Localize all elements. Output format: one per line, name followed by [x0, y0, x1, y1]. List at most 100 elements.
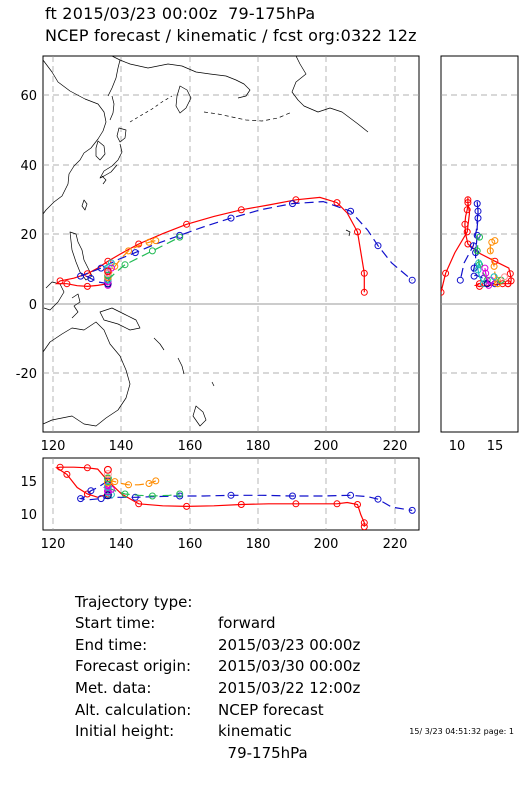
info-row: Alt. calculation: kinematic: [75, 678, 292, 741]
traj-blue-bottom-marker: [77, 495, 85, 503]
bottom-x-tick: 200: [314, 537, 339, 552]
start-marker-bottom: [103, 465, 112, 474]
main-y-tick: 20: [20, 228, 37, 243]
traj-red-side-marker: [463, 228, 471, 236]
info-row: Initial height: 79-175hPa: [75, 700, 308, 762]
traj-magenta-side-marker: [482, 269, 490, 277]
traj-orange-bottom-marker: [152, 477, 160, 485]
main-y-tick: -20: [16, 367, 37, 382]
start-marker: [104, 267, 112, 276]
info-value: 79-175hPa: [218, 743, 308, 762]
info-label: Initial height:: [75, 722, 175, 741]
traj-orange-marker: [125, 247, 132, 255]
plot-title-line1: ft 2015/03/23 00:00z 79-175hPa: [45, 4, 316, 23]
traj-blue-bottom-marker: [408, 506, 416, 514]
main-map: [42, 55, 420, 433]
traj-blue-bottom-marker: [97, 495, 105, 503]
main-x-tick: 220: [383, 439, 408, 454]
traj-red-bottom-marker: [183, 502, 191, 510]
main-y-tick: 0: [29, 298, 37, 313]
info-label: Start time:: [75, 614, 156, 633]
traj-blue-marker: [131, 249, 139, 257]
side-x-tick: 10: [449, 439, 466, 454]
traj-red-marker: [83, 282, 91, 290]
traj-green-line: [107, 236, 180, 281]
main-x-tick: 140: [109, 439, 134, 454]
start-marker-bottom: [103, 487, 112, 496]
traj-orange-side-marker: [491, 237, 499, 245]
traj-red-side-line: [441, 197, 512, 293]
info-value: 2015/03/22 12:00z: [218, 678, 361, 697]
traj-red-marker: [183, 220, 191, 228]
bottom-x-tick: 180: [246, 537, 271, 552]
info-value: 2015/03/23 00:00z: [218, 635, 361, 654]
start-marker-side: [500, 273, 509, 281]
traj-orange-side-line: [489, 240, 498, 281]
traj-blue-line: [80, 200, 413, 285]
traj-red-marker: [333, 199, 341, 207]
info-label: Forecast origin:: [75, 657, 192, 676]
traj-blue-bottom-marker: [227, 491, 235, 499]
traj-red-side-marker: [464, 199, 472, 207]
traj-red-bottom-marker: [135, 500, 143, 508]
traj-red-side-marker: [442, 269, 450, 277]
traj-green-bottom-marker: [176, 490, 184, 498]
start-marker: [104, 271, 112, 280]
traj-red-bottom-marker: [333, 500, 341, 508]
start-marker-bottom: [103, 491, 112, 500]
traj-red-marker: [135, 240, 143, 248]
traj-blue-side-marker: [470, 272, 478, 280]
traj-blue-side-marker: [473, 200, 481, 208]
traj-blue-bottom-marker: [131, 493, 139, 501]
traj-red-bottom-marker: [292, 500, 300, 508]
traj-cyan-marker: [107, 259, 115, 267]
traj-red-bottom-marker: [63, 470, 71, 478]
traj-blue-bottom-marker: [289, 492, 296, 500]
start-marker: [104, 269, 112, 278]
map-gridlines: [43, 56, 419, 432]
start-marker-bottom: [103, 482, 112, 491]
traj-red-bottom-marker: [83, 464, 91, 472]
plot-title-line2: NCEP forecast / kinematic / fcst org:032…: [45, 26, 417, 45]
info-label: Alt. calculation:: [75, 700, 192, 719]
traj-orange-line: [107, 240, 156, 281]
traj-red-side-marker: [463, 206, 471, 214]
info-row: Start time: 2015/03/23 00:00z: [75, 592, 360, 654]
traj-blue-side-marker: [474, 214, 482, 222]
traj-blue-bottom-marker: [347, 491, 355, 499]
bottom-x-tick: 140: [109, 537, 134, 552]
traj-blue-bottom-marker: [87, 487, 95, 495]
traj-red-bottom-marker: [360, 523, 368, 530]
traj-green-side-line: [476, 236, 488, 281]
bottom-x-tick: 120: [41, 537, 66, 552]
bottom-x-tick: 160: [178, 537, 203, 552]
traj-blue-side-marker: [474, 207, 482, 215]
traj-red-bottom-marker: [56, 463, 64, 471]
info-label: End time:: [75, 635, 148, 654]
traj-red-marker: [63, 280, 71, 288]
traj-blue-marker: [374, 242, 382, 250]
footer-timestamp: 15/ 3/23 04:51:32 page: 1: [409, 727, 514, 736]
info-label: Met. data:: [75, 678, 152, 697]
traj-cyan-side-marker: [475, 259, 483, 267]
traj-blue-marker: [289, 200, 296, 208]
start-marker-side: [504, 280, 512, 288]
info-row: Forecast origin: 2015/03/22 12:00z: [75, 635, 360, 697]
traj-orange-bottom-marker: [111, 478, 119, 486]
traj-red-side-marker: [464, 196, 472, 204]
traj-magenta-side-marker: [481, 264, 489, 272]
main-x-tick: 160: [178, 439, 203, 454]
traj-blue-marker: [87, 275, 95, 282]
bottom-x-tick: 220: [383, 537, 408, 552]
traj-orange-marker: [152, 237, 160, 245]
traj-green-bottom-marker: [148, 492, 156, 500]
traj-blue-marker: [408, 276, 416, 284]
traj-blue-marker: [97, 264, 105, 272]
traj-orange-side-marker: [486, 247, 494, 255]
bottom-y-tick: 10: [20, 508, 37, 523]
traj-blue-bottom-marker: [374, 495, 382, 503]
traj-blue-marker: [77, 272, 85, 280]
traj-blue-marker: [227, 214, 235, 222]
side-x-tick: 15: [487, 439, 504, 454]
main-x-tick: 180: [246, 439, 271, 454]
